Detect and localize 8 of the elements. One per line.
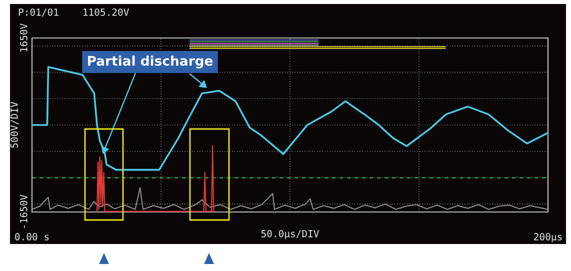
x-tick-label: 0.00 s: [15, 233, 49, 240]
y-axis-title: 500V/DIV: [10, 102, 19, 148]
x-tick-label: 200µs: [534, 233, 562, 242]
annotation: Partial discharge: [88, 56, 213, 68]
y-tick-label: 1650V: [20, 24, 28, 52]
y-tick-label: -1650V: [20, 194, 28, 228]
text: P:01/01 1105.20V: [18, 8, 129, 17]
x-axis-title: 50.0µs/DIV: [261, 230, 319, 240]
